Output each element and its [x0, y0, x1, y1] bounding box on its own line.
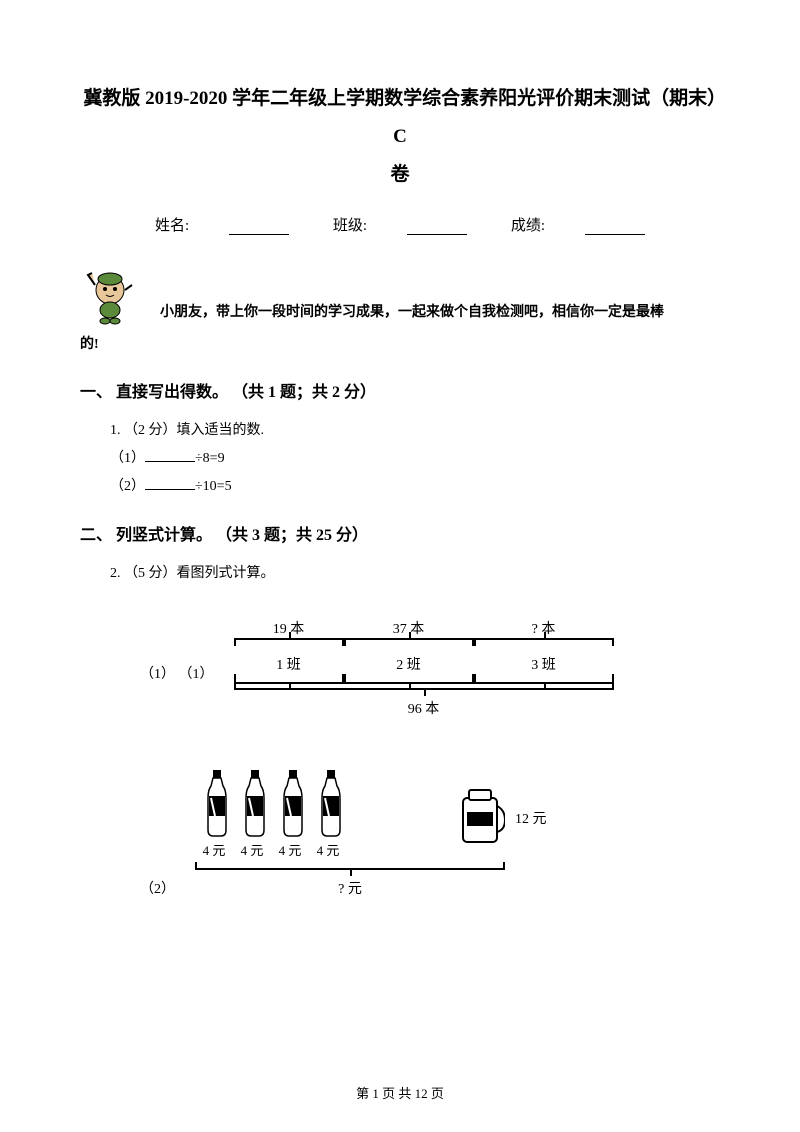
- class-label: 班级:: [333, 218, 367, 234]
- intro-text-2: 的!: [80, 333, 720, 353]
- bottle-icon: [241, 768, 269, 838]
- title-line-2: 卷: [80, 156, 720, 194]
- bottle-price: 4 元: [195, 840, 233, 859]
- classes-diagram: 19 本37 本? 本 1 班2 班3 班 96 本: [234, 618, 614, 728]
- bottle-price: 4 元: [271, 840, 309, 859]
- jug-icon: [455, 786, 505, 846]
- name-label: 姓名:: [155, 218, 189, 234]
- section-2-title: 二、 列竖式计算。 （共 3 题；共 25 分）: [80, 521, 720, 545]
- name-blank: [229, 220, 289, 235]
- title-line-1: 冀教版 2019-2020 学年二年级上学期数学综合素养阳光评价期末测试（期末）…: [80, 80, 720, 156]
- bottle-icon: [279, 768, 307, 838]
- intro-text-1: 小朋友，带上你一段时间的学习成果，一起来做个自我检测吧，相信你一定是最棒: [160, 300, 664, 325]
- score-label: 成绩:: [511, 218, 545, 234]
- score-blank: [585, 220, 645, 235]
- d1-mid-label: 1 班: [234, 654, 344, 674]
- q2-sub1-label: （1） （1）: [140, 663, 214, 683]
- blank-1: [145, 448, 195, 462]
- question-2: 2. （5 分）看图列式计算。: [110, 560, 720, 588]
- exam-title: 冀教版 2019-2020 学年二年级上学期数学综合素养阳光评价期末测试（期末）…: [80, 80, 720, 194]
- bottle-price: 4 元: [309, 840, 347, 859]
- question-1: 1. （2 分）填入适当的数.: [110, 417, 720, 445]
- question-1-sub-2: （2）÷10=5: [110, 473, 720, 501]
- bottle-icon: [317, 768, 345, 838]
- bottle-icon: [203, 768, 231, 838]
- d1-mid-label: 3 班: [474, 654, 614, 674]
- class-blank: [407, 220, 467, 235]
- mascot-icon: [80, 265, 140, 325]
- diagram-1-container: （1） （1） 19 本37 本? 本 1 班2 班3 班 96 本: [140, 618, 720, 728]
- blank-2: [145, 476, 195, 490]
- diagram-2-container: （2） 12 元 4 元4 元4 元4 元 ? 元: [140, 768, 720, 908]
- d1-mid-label: 2 班: [344, 654, 474, 674]
- page-footer: 第 1 页 共 12 页: [0, 1083, 800, 1102]
- bottles-brace: [195, 862, 505, 870]
- q2-sub2-label: （2）: [140, 878, 175, 898]
- jug-price: 12 元: [515, 808, 547, 828]
- section-1-title: 一、 直接写出得数。 （共 1 题；共 2 分）: [80, 378, 720, 402]
- d1-total: 96 本: [234, 698, 614, 718]
- intro-row: 小朋友，带上你一段时间的学习成果，一起来做个自我检测吧，相信你一定是最棒: [80, 265, 720, 325]
- student-info-row: 姓名: 班级: 成绩:: [80, 214, 720, 235]
- question-1-sub-1: （1）÷8=9: [110, 445, 720, 473]
- bottles-diagram: 12 元 4 元4 元4 元4 元 ? 元: [195, 768, 575, 908]
- bottle-price: 4 元: [233, 840, 271, 859]
- bottles-total: ? 元: [195, 878, 505, 898]
